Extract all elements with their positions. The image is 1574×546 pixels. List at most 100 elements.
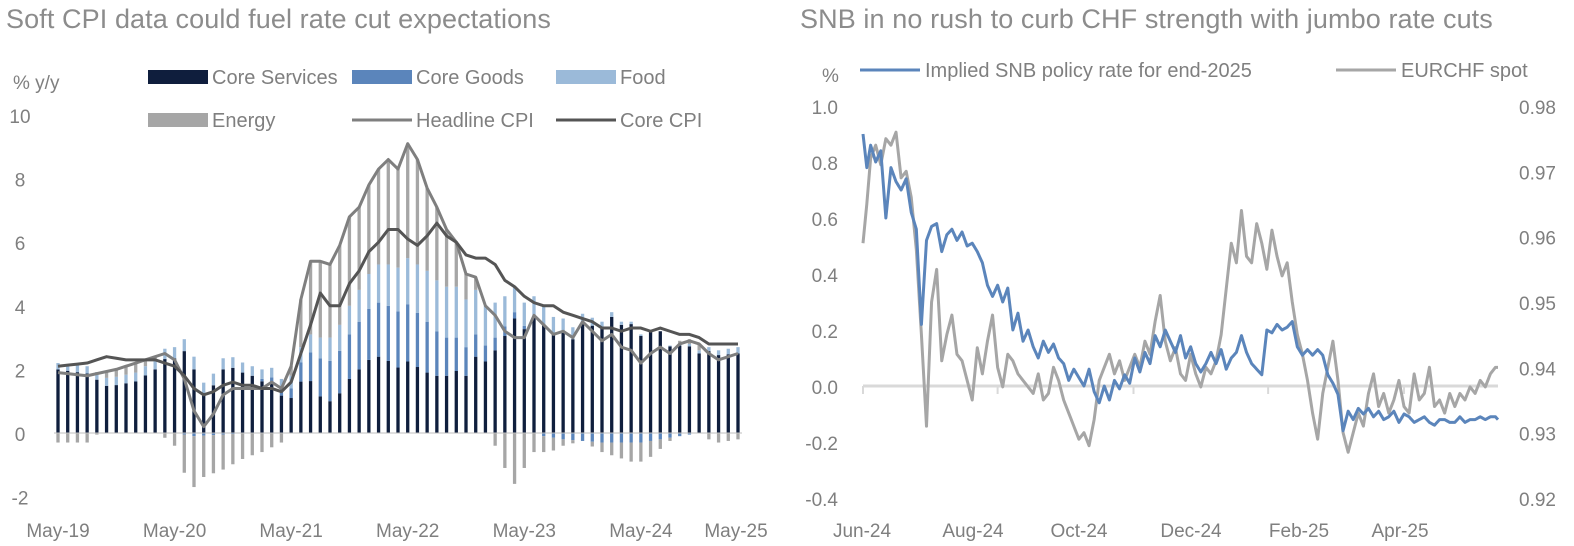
y2-tick-label: 0.95: [1519, 294, 1556, 315]
bar-food: [444, 286, 449, 338]
bar-energy: [75, 433, 80, 443]
bar-core-goods: [289, 388, 293, 399]
bar-core-goods: [522, 325, 526, 330]
x-tick-label: May-19: [26, 521, 89, 542]
bar-energy: [104, 371, 109, 378]
bar-food: [571, 327, 575, 340]
bar-core-services: [707, 351, 711, 433]
bar-core-goods: [202, 433, 206, 436]
y-tick-label: 0.6: [812, 210, 838, 231]
eurchf-spot-line: [861, 130, 1499, 454]
bar-energy: [250, 433, 254, 456]
bar-food: [522, 302, 526, 326]
bar-core-services: [658, 331, 662, 433]
bar-energy: [153, 356, 157, 360]
bar-core-services: [270, 382, 274, 433]
y-tick-label: -0.2: [805, 434, 838, 455]
bar-food: [182, 339, 186, 352]
bar-food: [104, 377, 109, 386]
bar-energy: [668, 437, 672, 441]
bar-energy: [328, 264, 332, 338]
bar-core-services: [367, 359, 371, 433]
bar-core-services: [104, 385, 109, 433]
bar-core-goods: [270, 377, 274, 383]
bar-core-goods: [561, 433, 565, 440]
bar-food: [221, 358, 225, 370]
core-cpi-line: [57, 221, 738, 397]
bar-energy: [192, 436, 196, 488]
bar-core-services: [522, 329, 526, 433]
bar-core-goods: [580, 433, 585, 441]
y-tick-label: -0.4: [805, 490, 838, 511]
bar-energy: [406, 143, 410, 259]
bar-core-goods: [493, 337, 497, 351]
bar-core-services: [376, 356, 381, 433]
bar-core-goods: [687, 433, 692, 435]
bar-energy: [444, 229, 449, 287]
y2-tick-label: 0.96: [1519, 229, 1556, 250]
bar-food: [503, 296, 507, 327]
x-tick-label: Apr-25: [1371, 521, 1428, 542]
bar-core-goods: [396, 311, 400, 368]
bar-food: [435, 280, 439, 332]
y-tick-label: 0: [15, 425, 26, 446]
bar-energy: [716, 433, 721, 443]
legend-label-food: Food: [620, 67, 666, 89]
bar-energy: [503, 433, 507, 468]
bar-core-services: [308, 381, 313, 433]
bar-core-goods: [464, 347, 468, 376]
bar-food: [406, 258, 410, 305]
legend-label-energy: Energy: [212, 110, 275, 132]
bar-core-services: [590, 325, 594, 433]
bar-core-services: [299, 381, 303, 433]
bar-core-services: [56, 369, 60, 433]
bar-core-goods: [571, 433, 575, 441]
bar-energy: [629, 442, 633, 462]
bar-core-services: [153, 369, 157, 433]
bar-core-services: [85, 373, 89, 433]
bar-energy: [134, 363, 138, 373]
chart-title-left: Soft CPI data could fuel rate cut expect…: [6, 4, 551, 34]
y-tick-label: 8: [15, 171, 26, 192]
bar-core-services: [726, 354, 730, 433]
bar-food: [619, 321, 624, 325]
bar-core-services: [250, 375, 254, 433]
bar-energy: [318, 261, 322, 338]
bar-food: [474, 289, 478, 335]
y2-tick-label: 0.93: [1519, 425, 1556, 446]
bar-energy: [648, 440, 653, 457]
bar-food: [250, 366, 254, 376]
bar-food: [483, 305, 488, 346]
bar-energy: [202, 435, 206, 477]
bar-food: [512, 286, 517, 313]
bar-core-goods: [483, 345, 488, 362]
x-tick-label: Dec-24: [1160, 521, 1222, 542]
bar-core-goods: [318, 358, 322, 397]
bar-food: [716, 350, 721, 356]
bar-core-services: [561, 332, 565, 433]
bar-core-services: [668, 346, 672, 433]
bar-core-services: [532, 317, 536, 433]
bar-core-services: [551, 333, 556, 434]
bar-core-services: [444, 375, 449, 433]
legend-swatch-energy: [148, 113, 208, 127]
bar-food: [493, 302, 497, 338]
bar-food: [415, 264, 420, 313]
legend-swatch-core-goods: [352, 70, 412, 84]
snb-chart-panel: SNB in no rush to curb CHF strength with…: [790, 0, 1574, 546]
bar-food: [279, 378, 284, 389]
bar-core-services: [260, 381, 264, 433]
bar-energy: [435, 207, 439, 281]
bar-core-services: [629, 324, 633, 433]
x-tick-label: Feb-25: [1269, 521, 1329, 542]
bar-food: [318, 337, 322, 359]
bar-core-services: [231, 367, 235, 433]
y-axis-label: % y/y: [13, 73, 60, 94]
legend-label-core-goods: Core Goods: [416, 67, 524, 89]
bar-energy: [124, 366, 128, 375]
bar-food: [396, 267, 400, 312]
bar-energy: [610, 442, 614, 456]
bar-core-services: [240, 372, 245, 433]
bar-core-goods: [192, 433, 196, 437]
bar-energy: [66, 433, 70, 443]
